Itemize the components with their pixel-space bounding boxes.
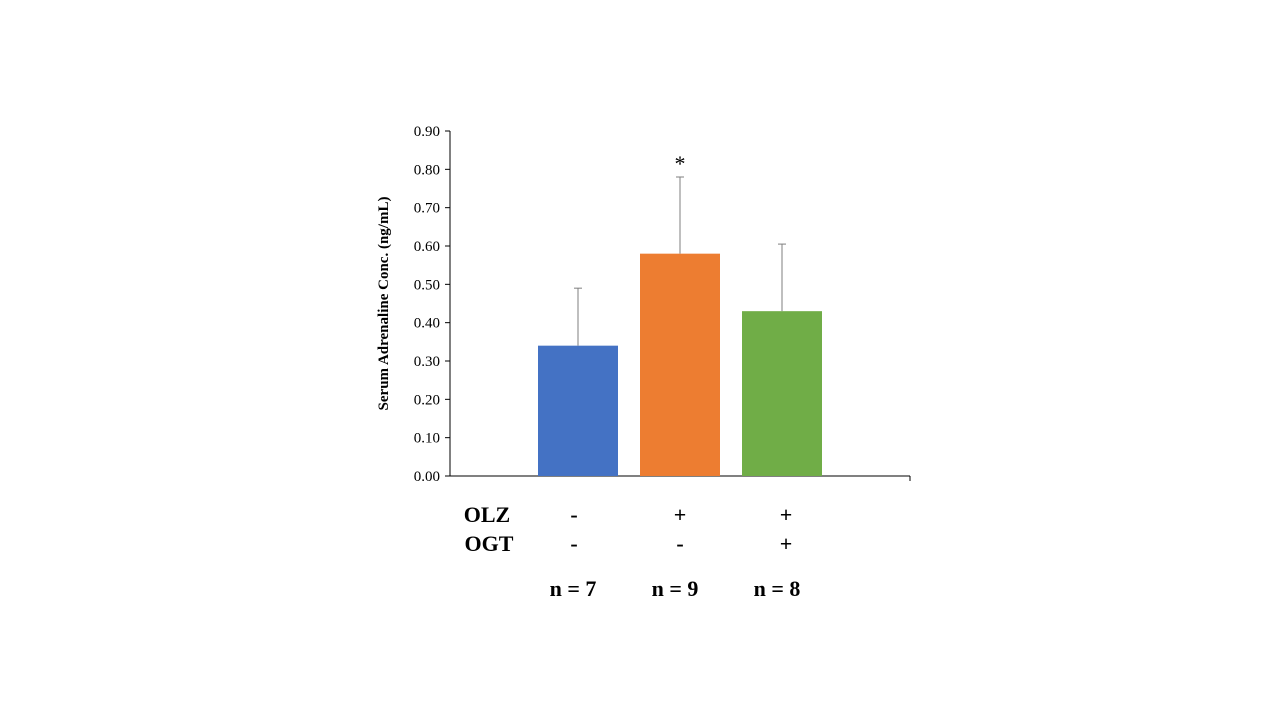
y-tick-label: 0.10 <box>414 431 440 447</box>
n-label-1: n = 7 <box>550 576 597 601</box>
significance-marker-2: * <box>675 151 686 176</box>
treatment-sign: + <box>780 531 793 556</box>
y-tick-label: 0.70 <box>414 201 440 217</box>
y-tick-label: 0.60 <box>414 239 440 255</box>
treatment-sign: - <box>676 531 683 556</box>
y-tick-label: 0.40 <box>414 316 440 332</box>
y-tick-label: 0.50 <box>414 277 440 293</box>
treatment-sign: + <box>780 502 793 527</box>
treatment-label-olz: OLZ <box>464 502 510 527</box>
treatment-sign: + <box>674 502 687 527</box>
y-tick-label: 0.90 <box>414 124 440 140</box>
y-tick-label: 0.00 <box>414 469 440 485</box>
y-tick-label: 0.20 <box>414 392 440 408</box>
y-axis-title: Serum Adrenaline Conc. (ng/mL) <box>376 197 392 411</box>
bar-2 <box>640 253 720 476</box>
bar-1 <box>538 345 618 476</box>
y-tick-label: 0.30 <box>414 354 440 370</box>
treatment-label-ogt: OGT <box>465 531 514 556</box>
y-tick-label: 0.80 <box>414 162 440 178</box>
bar-3 <box>742 311 822 476</box>
n-label-3: n = 8 <box>754 576 801 601</box>
n-label-2: n = 9 <box>652 576 699 601</box>
treatment-sign: - <box>570 531 577 556</box>
treatment-sign: - <box>570 502 577 527</box>
